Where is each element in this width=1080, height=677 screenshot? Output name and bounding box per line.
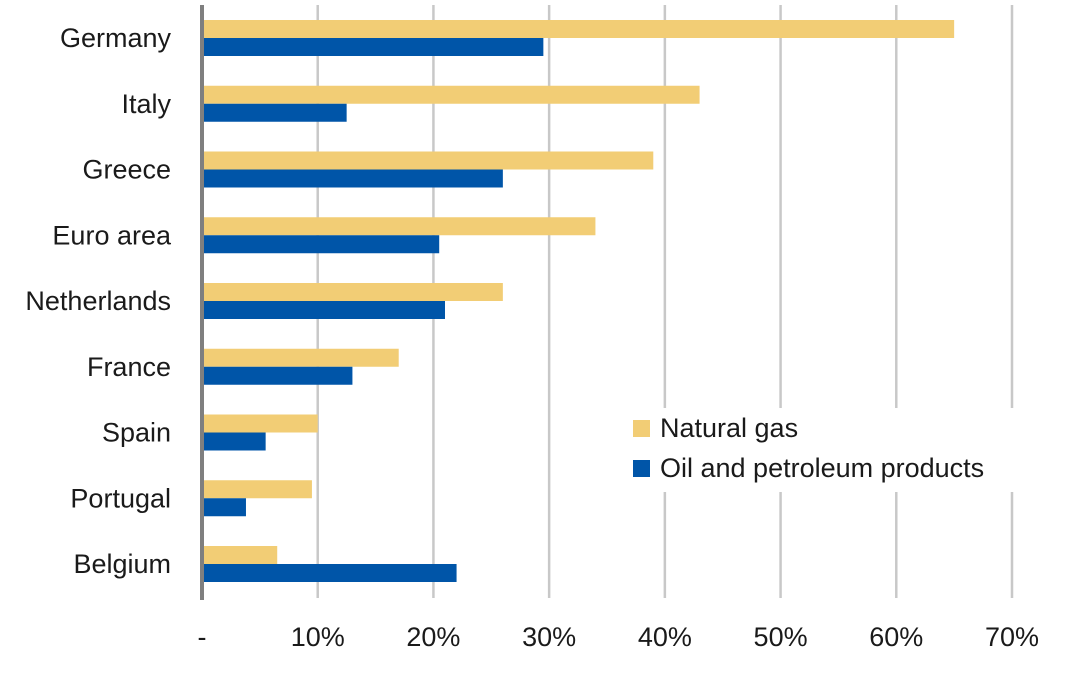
bar-oil-petroleum <box>202 235 440 254</box>
x-tick-label: 60% <box>869 622 923 652</box>
x-tick-label: - <box>198 622 207 652</box>
bar-oil-petroleum <box>202 301 445 319</box>
legend-swatch <box>633 420 650 437</box>
bar-oil-petroleum <box>202 103 347 122</box>
bar-natural-gas <box>202 85 700 104</box>
bar-natural-gas <box>202 217 596 236</box>
bar-natural-gas <box>202 480 312 499</box>
x-tick-label: 40% <box>638 622 692 652</box>
x-tick-label: 30% <box>522 622 576 652</box>
bar-natural-gas <box>202 151 654 170</box>
x-tick-label: 70% <box>985 622 1039 652</box>
bar-oil-petroleum <box>202 169 503 188</box>
legend: Natural gas Oil and petroleum products <box>624 408 1014 492</box>
bar-natural-gas <box>202 283 503 301</box>
bar-natural-gas <box>202 414 318 433</box>
bar-oil-petroleum <box>202 564 457 582</box>
legend-swatch <box>633 460 650 477</box>
legend-label: Oil and petroleum products <box>660 453 984 483</box>
bar-oil-petroleum <box>202 498 246 517</box>
category-label: Euro area <box>52 220 172 250</box>
bar-oil-petroleum <box>202 38 544 56</box>
category-label: Belgium <box>73 549 171 579</box>
x-tick-label: 20% <box>406 622 460 652</box>
category-label: Italy <box>121 89 171 119</box>
legend-background <box>624 408 1014 492</box>
category-label: Netherlands <box>25 286 171 316</box>
category-label: Greece <box>82 155 171 185</box>
category-label: Germany <box>60 23 172 53</box>
x-tick-label: 50% <box>754 622 808 652</box>
bar-natural-gas <box>202 20 955 38</box>
bar-oil-petroleum <box>202 366 353 385</box>
category-label: France <box>87 352 171 382</box>
x-tick-label: 10% <box>291 622 345 652</box>
bar-natural-gas <box>202 348 399 367</box>
category-label: Spain <box>102 418 171 448</box>
legend-label: Natural gas <box>660 413 798 443</box>
category-label: Portugal <box>70 483 171 513</box>
bar-natural-gas <box>202 546 278 564</box>
bar-oil-petroleum <box>202 432 266 451</box>
